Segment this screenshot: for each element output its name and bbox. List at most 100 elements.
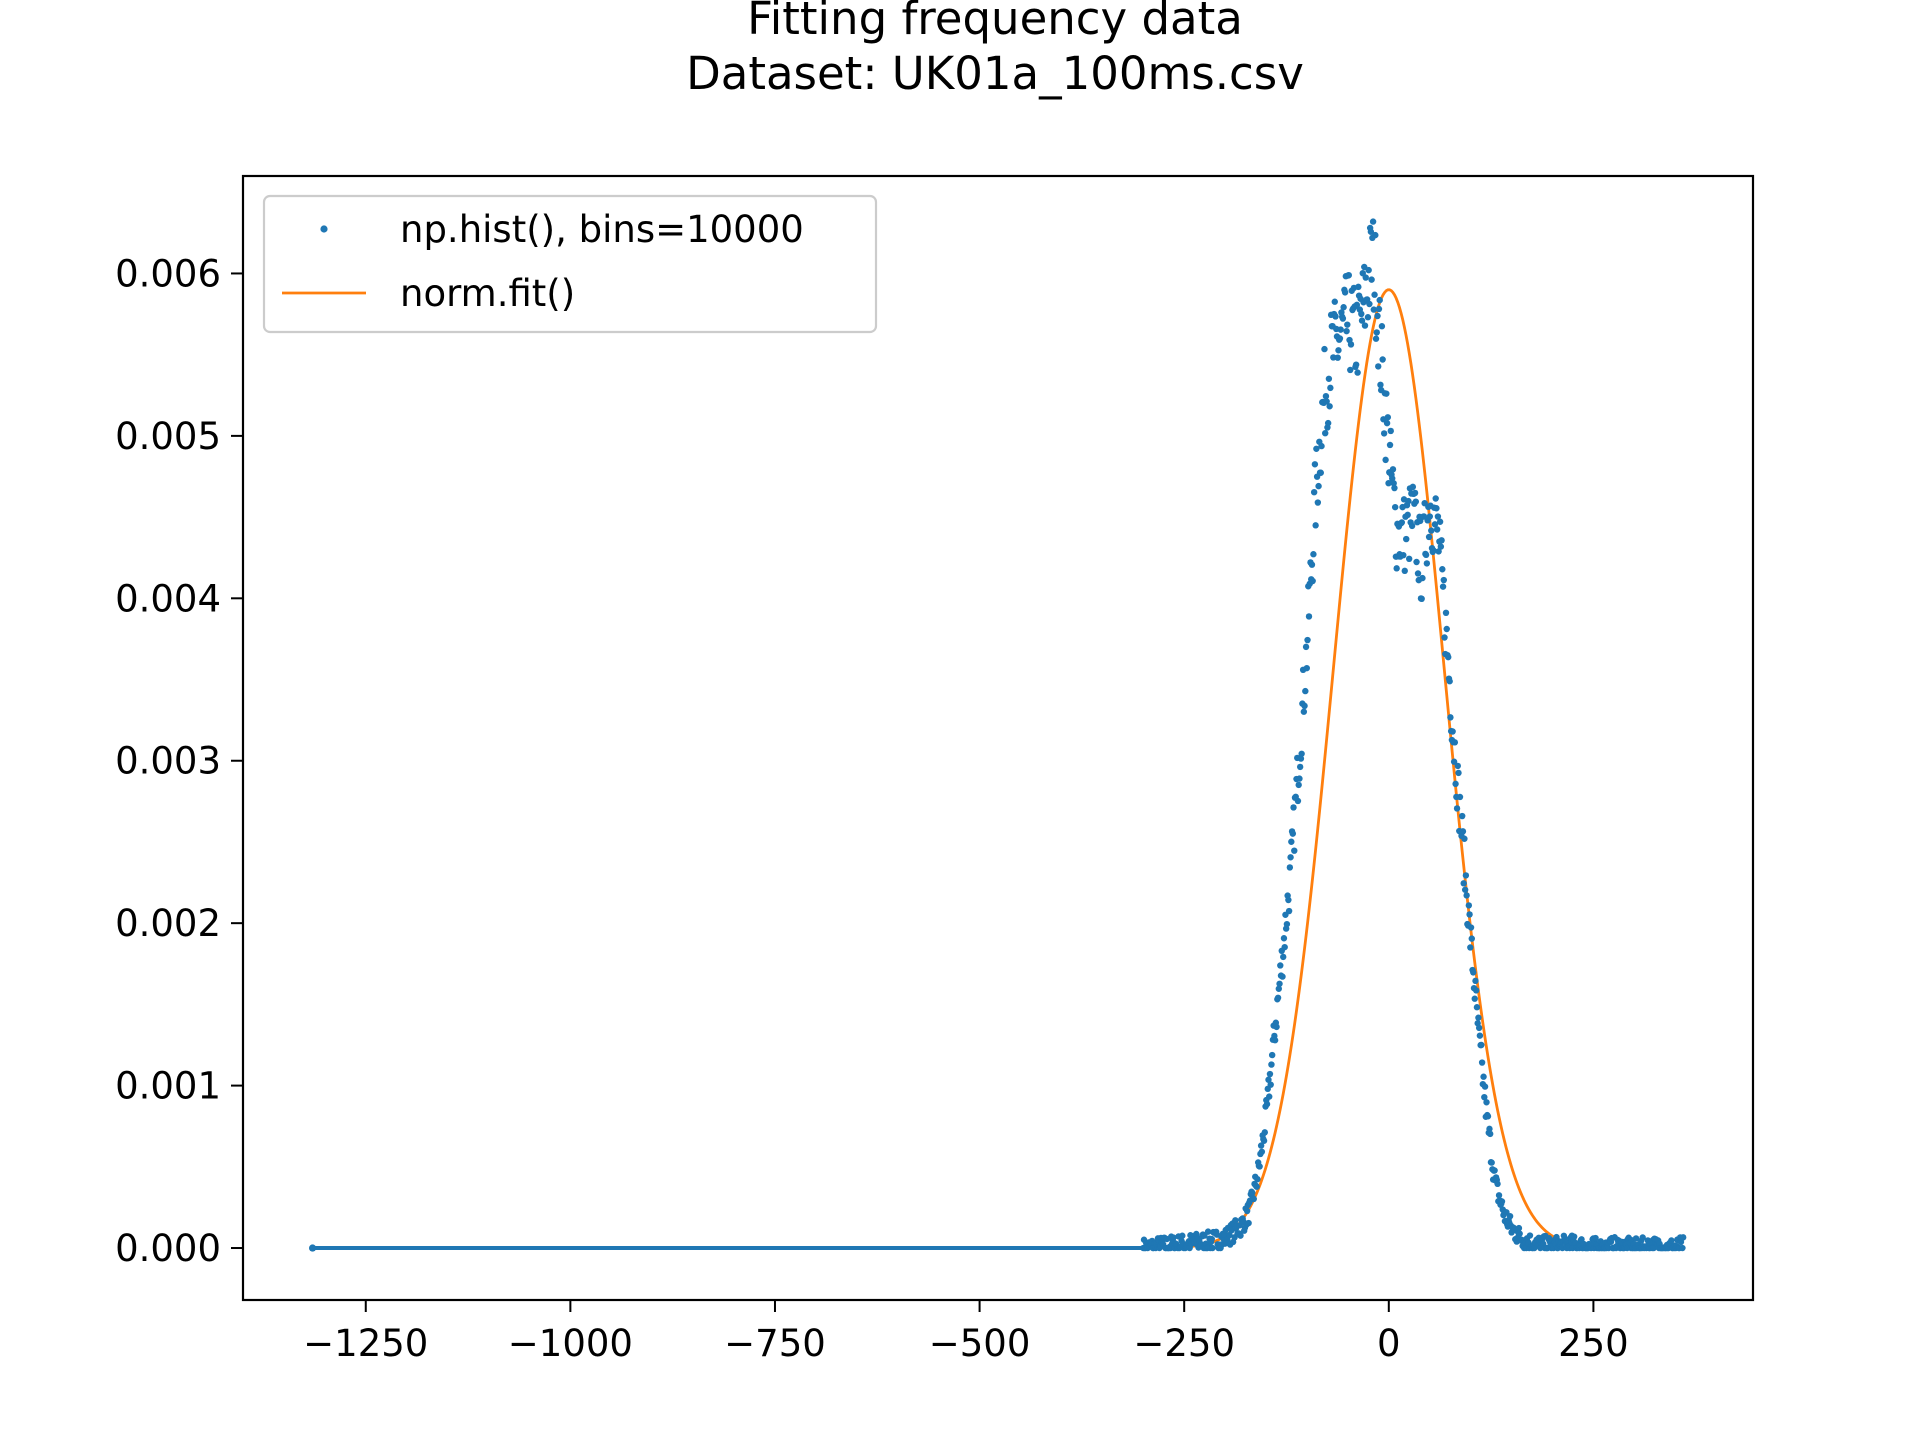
chart-title: Fitting frequency data bbox=[747, 0, 1243, 45]
hist-point bbox=[1296, 763, 1304, 771]
hist-point bbox=[1345, 272, 1352, 279]
x-tick-label: −1000 bbox=[508, 1322, 633, 1365]
hist-point bbox=[1431, 521, 1439, 528]
hist-point bbox=[1288, 838, 1295, 845]
hist-point bbox=[1260, 1137, 1268, 1144]
hist-point bbox=[1305, 613, 1313, 620]
hist-point bbox=[1467, 944, 1474, 951]
hist-point bbox=[1273, 1023, 1280, 1031]
hist-point bbox=[1386, 441, 1394, 449]
hist-point bbox=[1268, 1061, 1275, 1068]
hist-point bbox=[1237, 1232, 1244, 1239]
hist-point bbox=[1438, 537, 1445, 544]
x-tick-label: −500 bbox=[929, 1322, 1031, 1365]
hist-point bbox=[1372, 335, 1380, 342]
hist-point bbox=[1466, 911, 1473, 918]
hist-point bbox=[1459, 812, 1466, 820]
hist-point bbox=[1309, 577, 1316, 585]
hist-point bbox=[1379, 356, 1386, 363]
hist-point bbox=[1314, 499, 1322, 506]
hist-point bbox=[1570, 1233, 1578, 1240]
plot-area bbox=[308, 218, 1687, 1252]
hist-point bbox=[1366, 300, 1373, 308]
hist-point bbox=[1475, 1014, 1482, 1021]
hist-point bbox=[1294, 797, 1302, 805]
y-axis-ticks: 0.000 0.001 0.002 0.003 0.004 0.005 0.006 bbox=[115, 252, 243, 1270]
hist-point bbox=[1452, 780, 1459, 788]
hist-point bbox=[1495, 1192, 1503, 1199]
hist-point bbox=[1405, 555, 1413, 562]
hist-point bbox=[1443, 625, 1450, 633]
hist-point bbox=[1465, 902, 1473, 909]
hist-point bbox=[1461, 886, 1469, 893]
hist-point bbox=[1391, 484, 1398, 492]
hist-point bbox=[1253, 1183, 1260, 1190]
hist-point bbox=[1254, 1175, 1261, 1183]
hist-point bbox=[1325, 375, 1333, 382]
hist-point bbox=[1313, 445, 1320, 452]
hist-point bbox=[1470, 969, 1477, 976]
series-norm-fit bbox=[312, 288, 1683, 1250]
hist-point bbox=[1463, 892, 1470, 899]
hist-point bbox=[1369, 218, 1377, 225]
hist-point bbox=[1298, 750, 1305, 757]
hist-point bbox=[1372, 231, 1379, 239]
hist-point bbox=[1434, 513, 1442, 520]
hist-point bbox=[1398, 519, 1406, 526]
hist-point bbox=[1483, 1099, 1490, 1106]
hist-point bbox=[1384, 414, 1392, 421]
hist-point bbox=[1280, 935, 1288, 942]
hist-point bbox=[1243, 1207, 1251, 1215]
hist-point bbox=[1332, 313, 1339, 320]
hist-point bbox=[1442, 609, 1450, 616]
x-tick-label: 250 bbox=[1558, 1322, 1629, 1365]
hist-point bbox=[1258, 1148, 1266, 1155]
hist-point bbox=[1376, 296, 1383, 304]
hist-point bbox=[1257, 1142, 1265, 1149]
hist-point bbox=[1632, 1235, 1640, 1242]
hist-point bbox=[1312, 522, 1319, 529]
hist-point bbox=[1285, 896, 1292, 904]
hist-point bbox=[1280, 953, 1287, 961]
hist-point bbox=[1433, 526, 1441, 533]
hist-point bbox=[1317, 469, 1324, 476]
hist-point bbox=[1290, 804, 1297, 811]
hist-point bbox=[1411, 489, 1419, 497]
hist-point bbox=[1321, 345, 1328, 353]
hist-point bbox=[1401, 567, 1408, 575]
hist-point bbox=[1451, 739, 1459, 746]
hist-point bbox=[1343, 327, 1350, 335]
hist-point bbox=[1385, 479, 1392, 487]
fit-line bbox=[312, 288, 1683, 1250]
hist-point bbox=[1337, 326, 1344, 333]
hist-point bbox=[1418, 595, 1425, 602]
hist-point bbox=[1441, 634, 1448, 641]
hist-point bbox=[1354, 369, 1361, 376]
y-tick-label: 0.006 bbox=[115, 252, 221, 295]
hist-point bbox=[1204, 1228, 1212, 1235]
hist-point bbox=[1250, 1195, 1257, 1203]
hist-point bbox=[1374, 312, 1381, 320]
hist-point bbox=[1432, 495, 1439, 502]
hist-point bbox=[1373, 329, 1380, 336]
hist-point bbox=[1430, 547, 1437, 554]
hist-point bbox=[1456, 793, 1464, 801]
hist-point bbox=[1271, 1037, 1279, 1044]
hist-point bbox=[1516, 1230, 1523, 1237]
hist-point bbox=[1462, 872, 1470, 879]
hist-point bbox=[1412, 498, 1420, 505]
legend: np.hist(), bins=10000 norm.fit() bbox=[262, 194, 878, 334]
hist-point bbox=[1425, 533, 1433, 541]
hist-point bbox=[1364, 314, 1372, 321]
hist-point bbox=[1423, 560, 1431, 567]
hist-point bbox=[1460, 880, 1467, 887]
hist-point bbox=[1232, 1217, 1239, 1224]
hist-point bbox=[1389, 466, 1397, 473]
x-tick-label: −250 bbox=[1133, 1322, 1235, 1365]
hist-point bbox=[1391, 503, 1399, 511]
hist-point bbox=[308, 1244, 317, 1252]
hist-point bbox=[1468, 935, 1475, 942]
hist-point bbox=[1295, 781, 1302, 789]
hist-point bbox=[1426, 513, 1434, 520]
hist-point bbox=[1491, 1167, 1498, 1174]
